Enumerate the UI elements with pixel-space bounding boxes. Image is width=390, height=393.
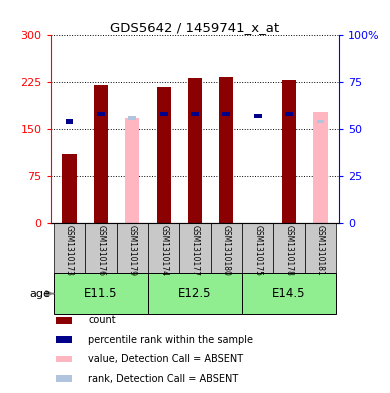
- Bar: [219, 77, 234, 222]
- Text: age: age: [29, 288, 50, 299]
- Bar: [211, 222, 242, 273]
- Bar: [85, 222, 117, 273]
- Title: GDS5642 / 1459741_x_at: GDS5642 / 1459741_x_at: [110, 21, 280, 34]
- Bar: [314, 112, 328, 222]
- Text: E14.5: E14.5: [272, 287, 306, 300]
- Text: GSM1310177: GSM1310177: [190, 225, 200, 276]
- Bar: [242, 273, 336, 314]
- Bar: [282, 80, 296, 222]
- Bar: [57, 356, 72, 362]
- Text: count: count: [88, 315, 116, 325]
- Bar: [285, 112, 293, 116]
- Bar: [188, 78, 202, 222]
- Bar: [148, 222, 179, 273]
- Bar: [160, 112, 168, 116]
- Text: GSM1310174: GSM1310174: [159, 225, 168, 276]
- Text: GSM1310175: GSM1310175: [253, 225, 262, 276]
- Text: E12.5: E12.5: [178, 287, 212, 300]
- Bar: [222, 112, 230, 116]
- Bar: [156, 86, 171, 222]
- Bar: [191, 112, 199, 116]
- Bar: [179, 222, 211, 273]
- Text: GSM1310176: GSM1310176: [96, 225, 105, 276]
- Text: GSM1310173: GSM1310173: [65, 225, 74, 276]
- Bar: [57, 336, 72, 343]
- Text: GSM1310179: GSM1310179: [128, 225, 137, 276]
- Bar: [94, 85, 108, 222]
- Bar: [125, 118, 139, 222]
- Bar: [254, 114, 262, 118]
- Text: GSM1310180: GSM1310180: [222, 225, 231, 276]
- Bar: [273, 222, 305, 273]
- Text: GSM1310178: GSM1310178: [285, 225, 294, 276]
- Text: E11.5: E11.5: [84, 287, 118, 300]
- Bar: [57, 317, 72, 323]
- Bar: [97, 112, 105, 116]
- Bar: [54, 273, 148, 314]
- Bar: [117, 222, 148, 273]
- Bar: [242, 222, 273, 273]
- Bar: [62, 154, 76, 222]
- Bar: [57, 375, 72, 382]
- Bar: [148, 273, 242, 314]
- Bar: [54, 222, 85, 273]
- Bar: [305, 222, 336, 273]
- Text: rank, Detection Call = ABSENT: rank, Detection Call = ABSENT: [88, 374, 238, 384]
- Bar: [128, 116, 136, 119]
- Text: GSM1310181: GSM1310181: [316, 225, 325, 276]
- Bar: [317, 119, 324, 123]
- Text: percentile rank within the sample: percentile rank within the sample: [88, 334, 253, 345]
- Text: value, Detection Call = ABSENT: value, Detection Call = ABSENT: [88, 354, 243, 364]
- Bar: [66, 119, 73, 124]
